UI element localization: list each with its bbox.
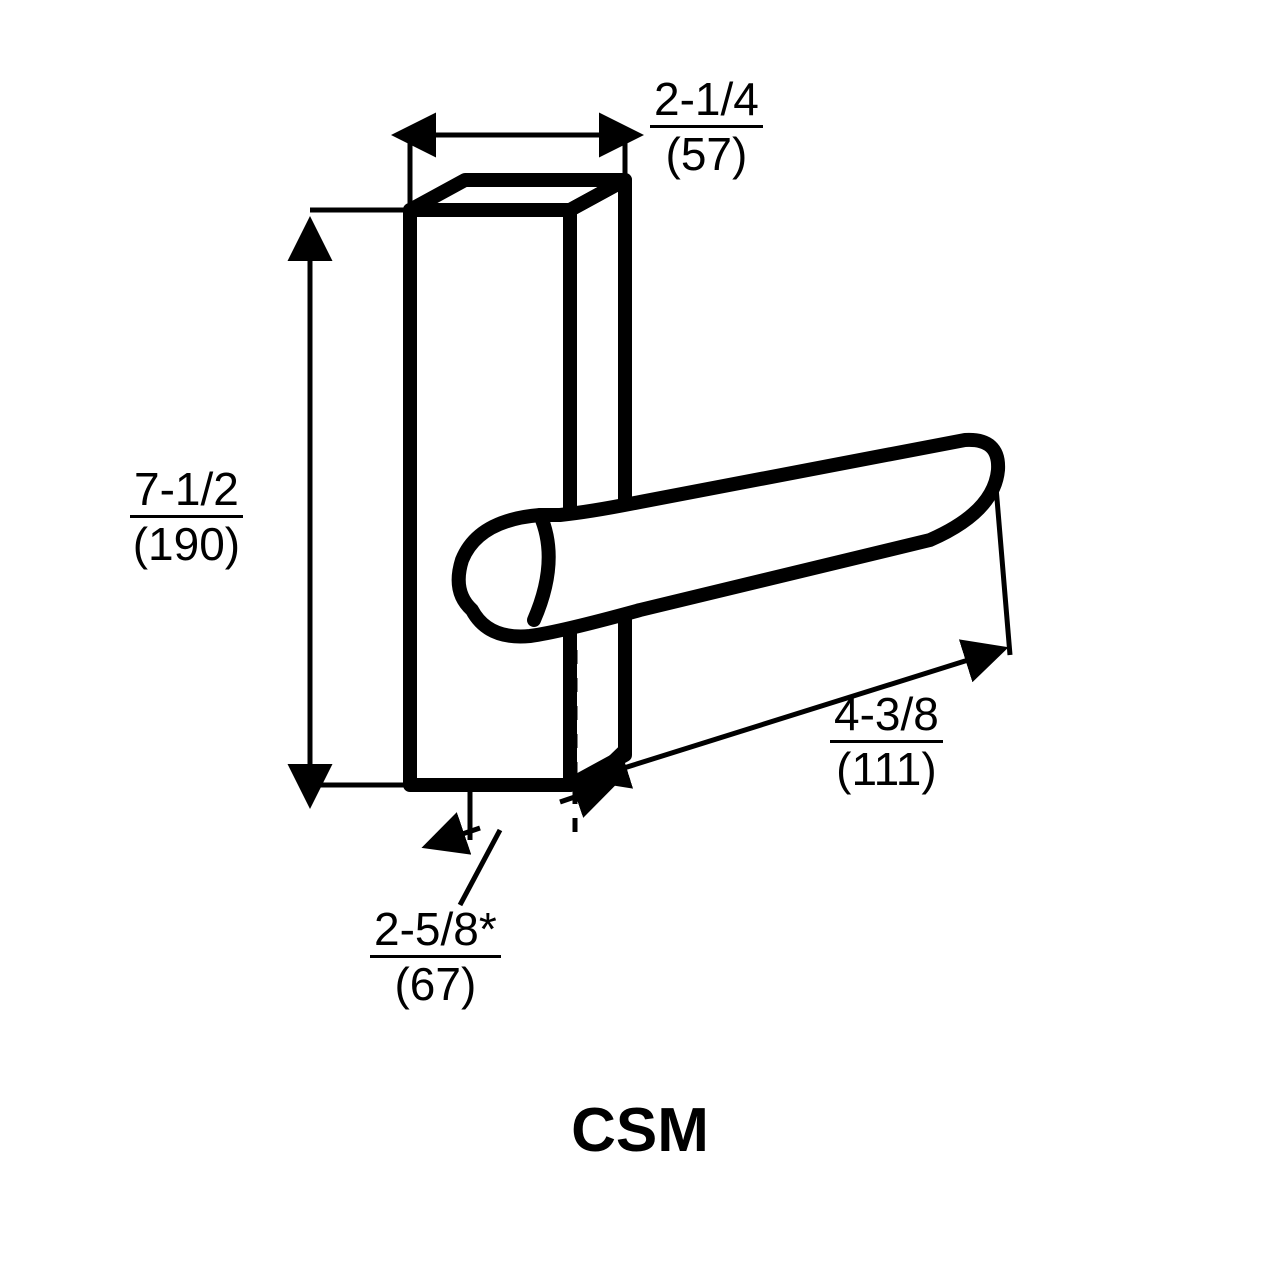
dim-height-line xyxy=(310,210,405,800)
dim-width-imperial: 2-1/4 xyxy=(650,75,763,128)
plate-outline xyxy=(410,180,625,785)
dim-backset-label: 2-5/8* (67) xyxy=(370,905,501,1009)
diagram-canvas: 2-1/4 (57) 7-1/2 (190) 4-3/8 (111) 2-5/8… xyxy=(0,0,1280,1280)
dim-lever-label: 4-3/8 (111) xyxy=(830,690,943,794)
dim-height-metric: (190) xyxy=(130,518,243,568)
dim-backset-imperial: 2-5/8* xyxy=(370,905,501,958)
dim-width-label: 2-1/4 (57) xyxy=(650,75,763,179)
dim-width-metric: (57) xyxy=(650,128,763,178)
dim-height-label: 7-1/2 (190) xyxy=(130,465,243,569)
dim-height-imperial: 7-1/2 xyxy=(130,465,243,518)
dim-backset-metric: (67) xyxy=(370,958,501,1008)
dim-lever-metric: (111) xyxy=(830,743,943,793)
lever-outline xyxy=(459,440,998,637)
diagram-title: CSM xyxy=(0,1095,1280,1166)
dim-lever-imperial: 4-3/8 xyxy=(830,690,943,743)
dim-backset-line xyxy=(430,785,610,905)
diagram-svg xyxy=(0,0,1280,1280)
